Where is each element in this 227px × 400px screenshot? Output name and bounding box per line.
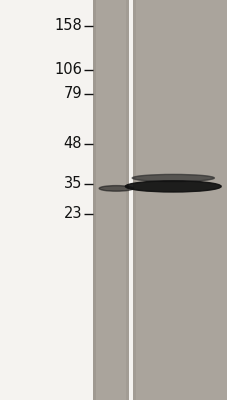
Text: 48: 48 bbox=[63, 136, 82, 152]
Ellipse shape bbox=[99, 186, 133, 191]
Bar bbox=[133, 0, 227, 400]
Bar bbox=[128, 0, 133, 400]
Bar bbox=[93, 0, 96, 400]
Text: 158: 158 bbox=[54, 18, 82, 34]
Ellipse shape bbox=[125, 181, 220, 192]
Bar bbox=[133, 0, 136, 400]
Text: 106: 106 bbox=[54, 62, 82, 78]
Text: 35: 35 bbox=[63, 176, 82, 192]
Bar bbox=[93, 0, 128, 400]
Bar bbox=[126, 0, 128, 400]
Text: 79: 79 bbox=[63, 86, 82, 102]
Text: 23: 23 bbox=[63, 206, 82, 222]
Ellipse shape bbox=[132, 174, 213, 182]
